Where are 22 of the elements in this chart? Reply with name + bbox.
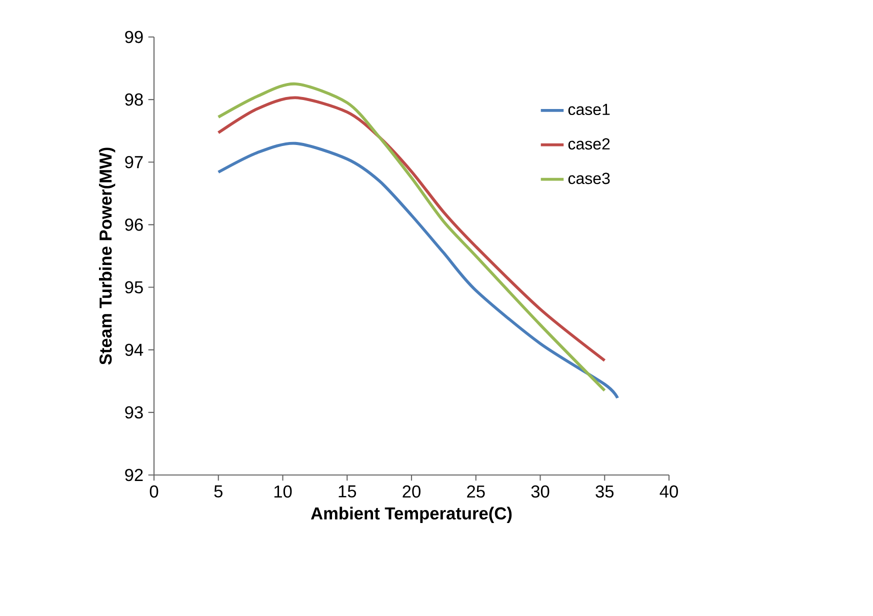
y-tick-label: 96 [125,218,143,231]
x-tick-label: 15 [338,485,356,498]
legend-label: case2 [568,138,610,150]
y-tick-label: 94 [125,344,144,356]
x-tick-label: 0 [150,485,158,498]
y-tick-label: 99 [125,30,143,44]
x-tick-label: 40 [660,485,678,498]
x-axis-title: Ambient Temperature(C) [310,506,512,523]
y-tick-label: 97 [125,156,143,168]
x-tick-label: 25 [467,485,485,498]
x-tick-label: 30 [531,485,550,498]
y-tick-label: 95 [125,281,143,294]
y-tick-label: 93 [125,406,143,419]
y-tick-label: 98 [125,93,143,106]
y-axis-title: Steam Turbine Power(MW) [99,148,116,365]
x-tick-label: 35 [596,485,614,498]
legend-label: case3 [568,172,610,184]
x-tick-label: 10 [274,485,292,498]
y-tick-label: 92 [125,468,143,482]
x-tick-label: 5 [214,485,222,498]
legend-label: case1 [568,104,610,116]
x-tick-label: 20 [402,485,420,498]
